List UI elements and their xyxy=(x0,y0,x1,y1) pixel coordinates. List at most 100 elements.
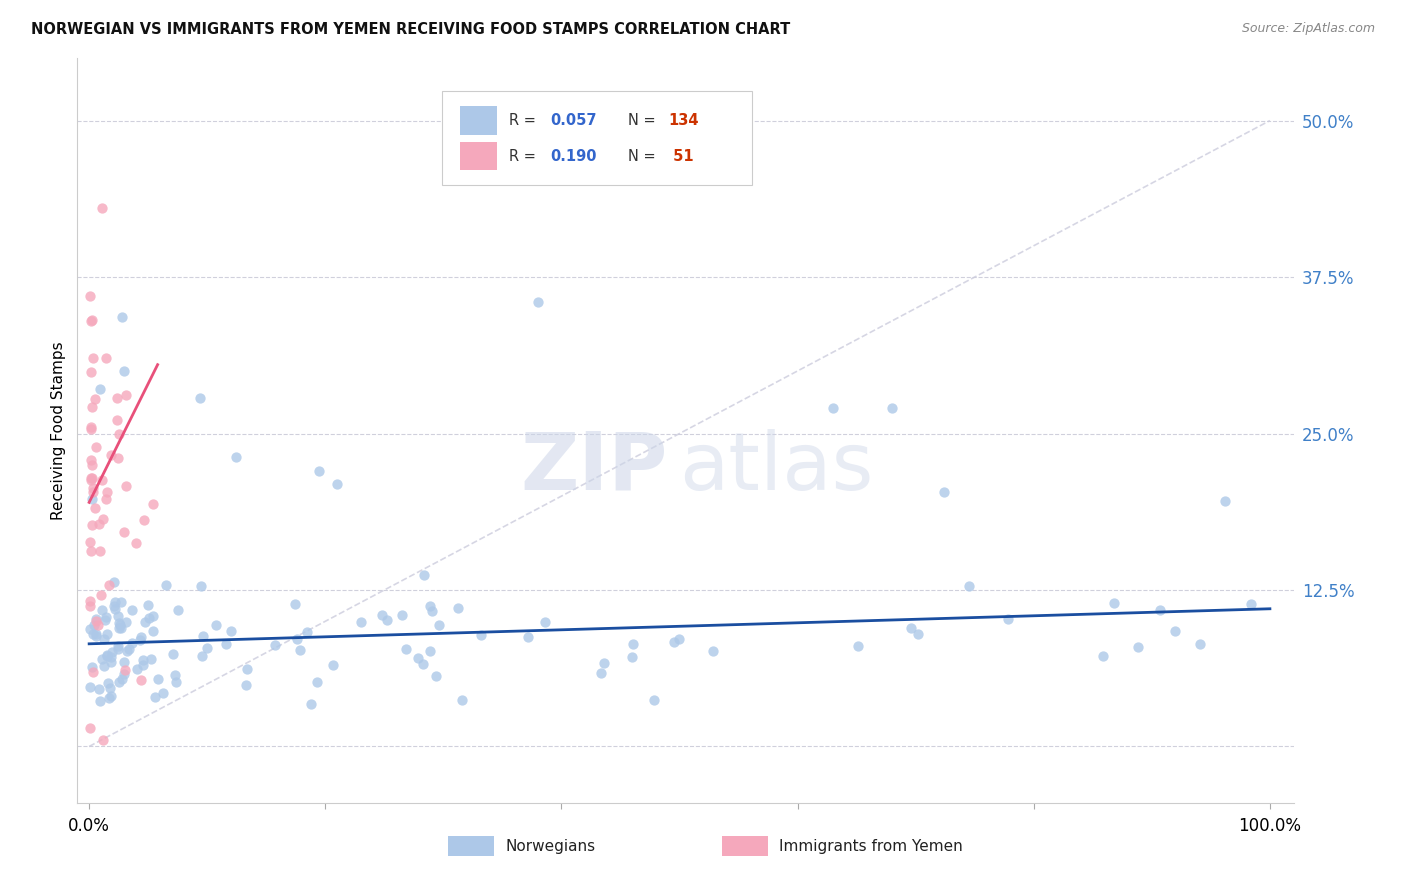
Point xyxy=(90,588,112,602)
Point xyxy=(91,511,114,525)
Point xyxy=(517,630,540,644)
Point xyxy=(1189,637,1212,651)
Point xyxy=(82,485,104,500)
Point xyxy=(900,621,922,635)
Point xyxy=(235,678,257,692)
Point xyxy=(80,517,103,532)
Point xyxy=(80,544,103,558)
Point xyxy=(90,652,112,666)
Point xyxy=(412,657,434,671)
Point xyxy=(82,471,104,485)
Point xyxy=(79,594,101,608)
Point xyxy=(219,624,242,639)
Point xyxy=(880,401,903,416)
Point xyxy=(142,497,165,511)
Point xyxy=(419,599,441,614)
Point xyxy=(907,627,929,641)
Point xyxy=(134,615,156,629)
Point xyxy=(87,681,110,696)
Text: 51: 51 xyxy=(668,149,695,164)
Point xyxy=(82,659,104,673)
Point xyxy=(527,295,550,310)
Y-axis label: Receiving Food Stamps: Receiving Food Stamps xyxy=(51,341,66,520)
Point xyxy=(152,686,174,700)
Point xyxy=(420,604,443,618)
Text: Source: ZipAtlas.com: Source: ZipAtlas.com xyxy=(1241,22,1375,36)
Point xyxy=(83,618,105,632)
Point xyxy=(165,674,187,689)
Point xyxy=(204,617,226,632)
Point xyxy=(236,663,259,677)
Point xyxy=(100,448,122,462)
Point xyxy=(263,639,285,653)
Point xyxy=(96,485,118,500)
Point xyxy=(93,632,115,647)
Point xyxy=(100,656,122,670)
Point xyxy=(308,464,330,478)
Point xyxy=(188,391,211,405)
Point xyxy=(1240,597,1263,611)
Point xyxy=(136,599,159,613)
Point xyxy=(195,641,218,656)
Point xyxy=(191,629,214,643)
Text: 0.057: 0.057 xyxy=(550,113,598,128)
Point xyxy=(114,479,136,493)
Point xyxy=(125,536,148,550)
Text: 134: 134 xyxy=(668,113,699,128)
Point xyxy=(111,672,134,686)
Point xyxy=(215,637,238,651)
Text: NORWEGIAN VS IMMIGRANTS FROM YEMEN RECEIVING FOOD STAMPS CORRELATION CHART: NORWEGIAN VS IMMIGRANTS FROM YEMEN RECEI… xyxy=(31,22,790,37)
Point xyxy=(86,441,108,455)
Point xyxy=(84,626,107,640)
Point xyxy=(155,578,177,592)
Point xyxy=(1149,602,1171,616)
Point xyxy=(131,673,153,687)
Point xyxy=(121,636,143,650)
Point xyxy=(425,668,447,682)
Point xyxy=(84,615,107,629)
Point xyxy=(90,603,112,617)
Point xyxy=(108,426,131,441)
Point xyxy=(406,651,429,665)
Point xyxy=(143,690,166,705)
Point xyxy=(108,674,131,689)
Point xyxy=(112,666,135,681)
Point xyxy=(108,615,131,630)
Point xyxy=(846,639,869,653)
Point xyxy=(1091,649,1114,664)
Text: N =: N = xyxy=(628,149,661,164)
Point xyxy=(112,655,135,669)
Point xyxy=(1164,624,1187,639)
Point xyxy=(128,632,150,647)
Point xyxy=(80,314,103,328)
Point xyxy=(96,648,118,662)
Text: Immigrants from Yemen: Immigrants from Yemen xyxy=(779,839,963,855)
Point xyxy=(94,351,117,366)
Point xyxy=(932,484,955,499)
Point xyxy=(80,419,103,434)
Point xyxy=(305,675,328,690)
Point xyxy=(165,668,187,682)
Point xyxy=(89,543,111,558)
Point xyxy=(79,599,101,613)
Point xyxy=(103,574,125,589)
Text: 0.190: 0.190 xyxy=(550,149,598,164)
Point xyxy=(79,622,101,636)
Point xyxy=(664,634,686,648)
Point xyxy=(86,618,108,632)
Point xyxy=(80,491,103,506)
Point xyxy=(97,578,120,592)
Point xyxy=(395,642,418,657)
Point xyxy=(79,680,101,694)
Point xyxy=(94,613,117,627)
Point xyxy=(107,621,129,635)
Point xyxy=(821,401,844,416)
FancyBboxPatch shape xyxy=(721,836,768,856)
Point xyxy=(375,613,398,627)
Point xyxy=(82,481,104,495)
Point xyxy=(104,602,127,616)
Text: ZIP: ZIP xyxy=(520,429,668,507)
Point xyxy=(322,658,344,673)
Point xyxy=(84,392,107,407)
Point xyxy=(89,694,111,708)
